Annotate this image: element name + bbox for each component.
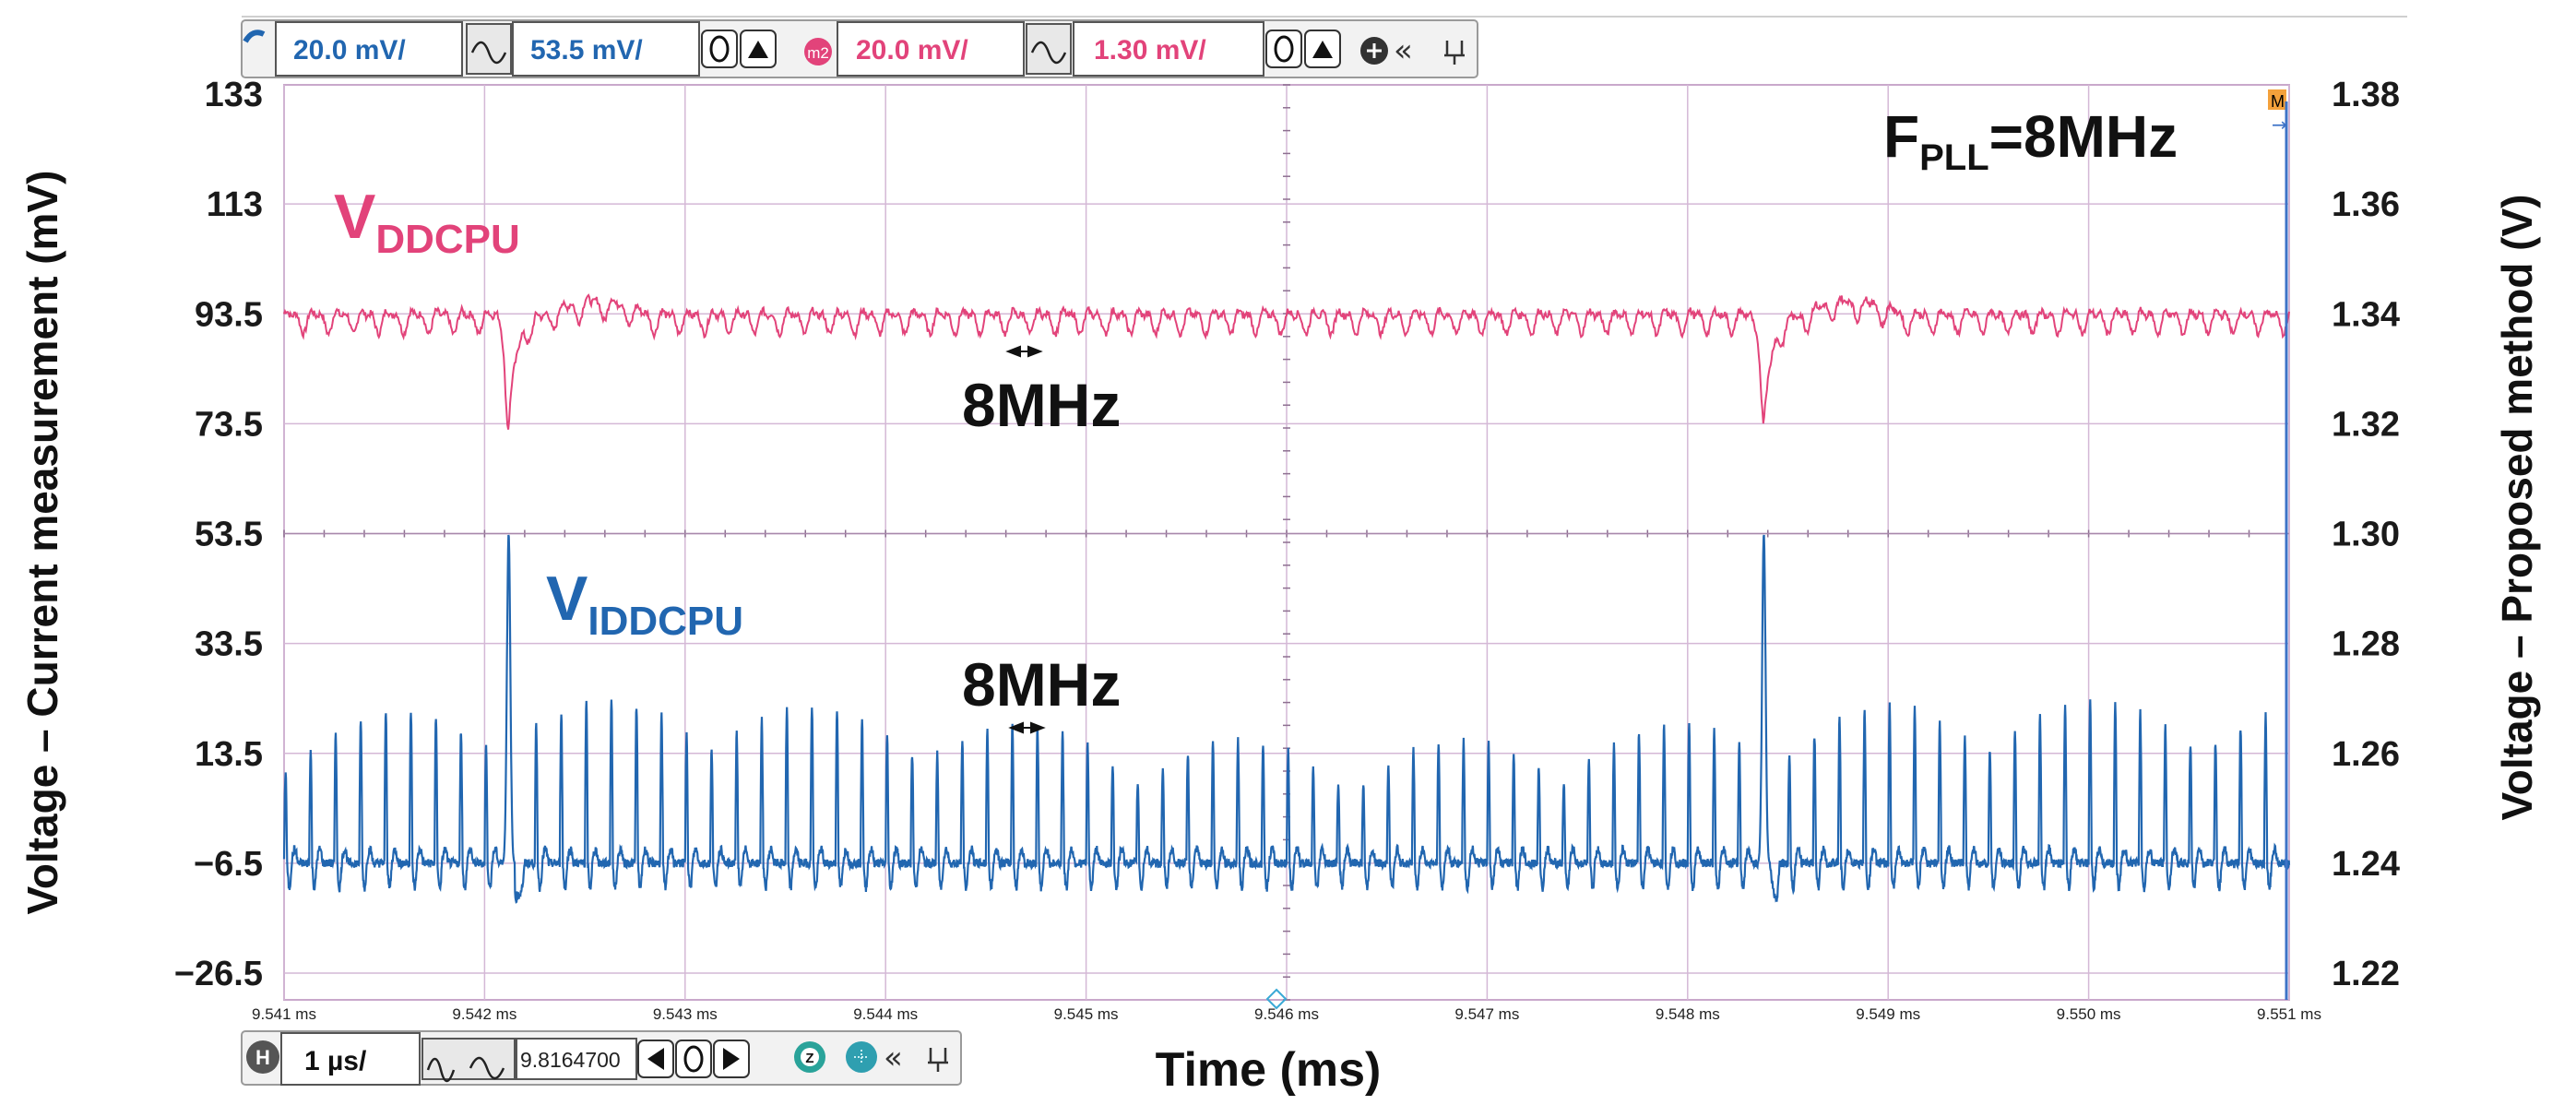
left-axis-ticks: 133 113 93.5 73.5 53.5 33.5 13.5 −6.5 −26.5 — [174, 76, 263, 993]
right-tick-label: 1.26 — [2332, 735, 2400, 774]
x-tick-label: 9.551 ms — [2257, 1005, 2321, 1023]
math-badge-icon[interactable] — [804, 38, 832, 65]
ch2-scale-box[interactable] — [837, 21, 1025, 77]
right-tick-label: 1.30 — [2332, 516, 2400, 554]
horizontal-badge-icon[interactable] — [246, 1040, 279, 1074]
x-axis-title: Time (ms) — [1156, 1043, 1382, 1097]
zero-icon — [709, 35, 730, 63]
collapse-icon[interactable]: « — [1394, 32, 1413, 69]
grid-toggle-dots — [854, 1050, 869, 1064]
marker-badge[interactable] — [2268, 89, 2286, 110]
pin-icon[interactable] — [928, 1048, 948, 1072]
ch1-zero-button[interactable] — [701, 30, 738, 68]
acquisition-mode-button[interactable] — [421, 1038, 516, 1080]
bottom-toolbar: H H 1 µs/ 9.8164700 Z « — [241, 1030, 962, 1086]
ch2-zero-button[interactable] — [1265, 30, 1302, 68]
left-tick-label: 53.5 — [195, 516, 263, 554]
left-tick-label: −26.5 — [174, 955, 263, 993]
timebase-box[interactable] — [280, 1032, 421, 1086]
chevron-right-icon — [723, 1048, 740, 1070]
freq-label-top: 8MHz — [962, 371, 1121, 439]
x-tick-label: 9.542 ms — [452, 1005, 516, 1023]
ch1-offset-box[interactable] — [512, 21, 700, 77]
zoom-badge-label: Z — [805, 1051, 813, 1066]
vddcpu-label: VDDCPU — [334, 182, 520, 262]
position-input[interactable] — [516, 1038, 637, 1080]
pin-icon[interactable] — [1444, 41, 1465, 65]
viddcpu-label: VIDDCPU — [546, 564, 743, 644]
right-tick-label: 1.36 — [2332, 185, 2400, 224]
math-badge-label: m2 — [807, 44, 829, 62]
marker-arrow-icon: → — [2272, 113, 2287, 136]
x-tick-label: 9.544 ms — [853, 1005, 918, 1023]
right-tick-label: 1.28 — [2332, 625, 2400, 664]
left-tick-label: 113 — [207, 185, 263, 224]
marker-label: M — [2271, 92, 2285, 111]
position-value: 9.8164700 — [520, 1048, 621, 1072]
position-zero-button[interactable] — [675, 1040, 712, 1078]
add-icon-plus — [1367, 43, 1382, 58]
right-tick-label: 1.24 — [2332, 845, 2400, 884]
wave-mode-icon — [469, 1056, 505, 1080]
zero-icon — [683, 1045, 704, 1073]
right-tick-label: 1.34 — [2332, 295, 2400, 334]
x-tick-label: 9.546 ms — [1254, 1005, 1319, 1023]
left-tick-label: 93.5 — [195, 295, 263, 334]
right-tick-label: 1.22 — [2332, 955, 2400, 993]
x-tick-label: 9.543 ms — [653, 1005, 718, 1023]
left-tick-label: 13.5 — [195, 735, 263, 774]
sample-mode-icon — [426, 1057, 456, 1083]
x-tick-label: 9.545 ms — [1054, 1005, 1119, 1023]
left-tick-label: 133 — [205, 76, 263, 114]
x-axis-ticks: 9.541 ms 9.542 ms 9.543 ms 9.544 ms 9.545 ms… — [252, 1005, 2321, 1023]
x-tick-label: 9.550 ms — [2057, 1005, 2121, 1023]
x-tick-label: 9.549 ms — [1856, 1005, 1920, 1023]
left-axis-title: Voltage – Current measurement (mV) — [18, 171, 66, 915]
left-tick-label: 73.5 — [195, 405, 263, 444]
timebase-value: 1 µs/ — [304, 1046, 367, 1076]
right-axis-title: Voltage – Proposed method (V) — [2493, 195, 2541, 821]
ch1-offset-value: 53.5 mV/ — [530, 35, 643, 65]
ch1-wave-icon — [470, 41, 507, 65]
x-tick-label: 9.547 ms — [1454, 1005, 1519, 1023]
chevron-up-icon — [1312, 41, 1333, 58]
channel-tab-icon[interactable] — [243, 30, 266, 43]
left-tick-label: 33.5 — [195, 625, 263, 664]
right-axis-ticks: 1.38 1.36 1.34 1.32 1.30 1.28 1.26 1.24 1.22 — [2332, 76, 2400, 993]
ch1-scale-value: 20.0 mV/ — [293, 35, 406, 65]
ch2-offset-box[interactable] — [1073, 21, 1264, 77]
freq-label-bottom: 8MHz — [962, 650, 1121, 719]
ch1-scale-box[interactable] — [275, 21, 463, 77]
fpll-label: FPLL=8MHz — [1883, 103, 2178, 178]
trigger-marker-icon[interactable] — [1265, 988, 1288, 1010]
viddcpu-trace — [282, 534, 2291, 904]
right-tick-label: 1.38 — [2332, 76, 2400, 114]
ch2-offset-value: 1.30 mV/ — [1094, 35, 1206, 65]
x-tick-label: 9.548 ms — [1656, 1005, 1720, 1023]
ch2-wave-icon — [1030, 41, 1067, 65]
right-tick-label: 1.32 — [2332, 405, 2400, 444]
zero-icon — [1274, 35, 1294, 63]
period-arrow-bottom — [1008, 721, 1046, 734]
chevron-up-icon — [748, 41, 768, 58]
ch2-scale-value: 20.0 mV/ — [856, 35, 968, 65]
x-tick-label: 9.541 ms — [252, 1005, 316, 1023]
top-toolbar: 20.0 mV/ 53.5 mV/ m2 20.0 mV/ 1.30 mV/ « — [241, 16, 2407, 78]
chevron-left-icon — [647, 1048, 664, 1070]
horizontal-badge-label: H — [255, 1046, 270, 1069]
collapse-icon[interactable]: « — [884, 1040, 903, 1076]
left-tick-label: −6.5 — [194, 845, 263, 884]
vddcpu-trace — [283, 293, 2290, 430]
period-arrow-top — [1005, 345, 1043, 358]
zoom-icon-inner — [801, 1048, 819, 1066]
